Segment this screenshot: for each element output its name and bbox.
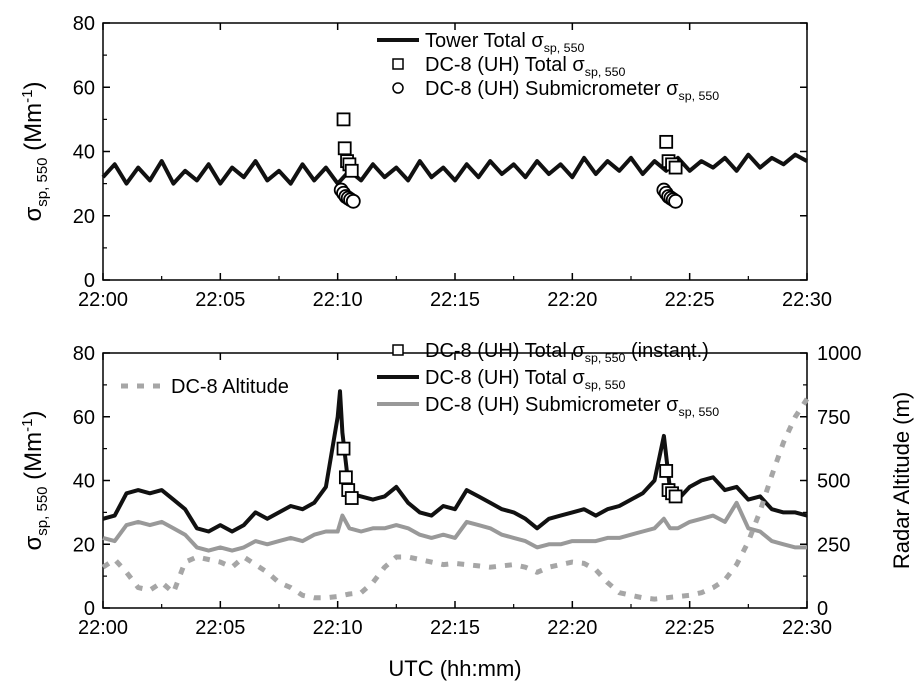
altitude-legend-label: DC-8 Altitude [171,376,289,398]
series-line-solid-black-line [101,152,808,186]
x-tick-label: 22:20 [547,289,597,311]
square-marker [659,464,674,478]
legend-entry-label: DC-8 (UH) Submicrometer σsp, 550 [425,78,719,103]
square-marker [659,134,674,149]
x-tick-label: 22:30 [782,289,832,311]
y-tick-label: 60 [73,77,95,99]
y-tick-label: 40 [73,471,95,493]
y-tick-label: 20 [73,534,95,556]
square-marker [338,470,353,485]
x-tick-label: 22:10 [313,289,363,311]
square-marker [337,141,352,156]
y2-tick-label: 750 [817,407,850,429]
square-marker [344,491,359,505]
y-axis-label: σsp, 550 (Mm-1) [19,81,51,221]
series-line-dashed-gray-line [101,397,810,602]
x-tick-label: 22:05 [195,289,245,311]
y-tick-label: 0 [84,270,95,292]
legend-entry-label: DC-8 (UH) Total σsp, 550 (instant.) [425,340,709,365]
y2-axis-label: Radar Altitude (m) [889,392,914,569]
series-line-solid-gray-line [102,500,807,553]
legend-entry-label: Tower Total σsp, 550 [425,30,584,55]
circle-marker [668,193,683,209]
y2-tick-label: 250 [817,534,850,556]
square-marker [336,112,351,127]
y-tick-label: 0 [84,598,95,620]
x-tick-label: 22:05 [195,617,245,639]
x-tick-label: 22:30 [782,617,832,639]
legend-swatch-circle [392,82,404,94]
x-tick-label: 22:00 [78,617,128,639]
legend-swatch-square [392,58,404,70]
square-marker [336,441,351,456]
y-tick-label: 80 [73,13,95,35]
square-marker [344,163,359,178]
square-marker [668,160,683,175]
y-axis-label: σsp, 550 (Mm-1) [19,410,51,550]
y2-tick-label: 0 [817,598,828,620]
x-tick-label: 22:25 [665,617,715,639]
y-tick-label: 80 [73,343,95,365]
series-line-solid-black-line [102,389,808,534]
x-tick-label: 22:20 [547,617,597,639]
legend-entry-label: DC-8 (UH) Submicrometer σsp, 550 [425,394,719,419]
x-tick-label: 22:00 [78,289,128,311]
y-tick-label: 40 [73,142,95,164]
circle-marker [345,193,361,209]
x-tick-label: 22:25 [665,289,715,311]
bottom-panel: 22:00 22:05 22:10 22:15 22:20 22:25 22:3002040… [19,340,914,681]
legend: DC-8 (UH) Total σsp, 550 (instant.)DC-8 … [377,340,719,419]
legend-entry-label: DC-8 (UH) Total σsp, 550 [425,367,626,392]
x-tick-label: 22:10 [313,617,363,639]
x-tick-label: 22:15 [430,289,480,311]
legend-entry-label: DC-8 (UH) Total σsp, 550 [425,54,626,79]
y-tick-label: 20 [73,206,95,228]
y-tick-label: 60 [73,407,95,429]
square-marker [668,489,683,504]
y2-tick-label: 1000 [817,343,862,365]
top-panel: 22:00 22:05 22:10 22:15 22:20 22:25 22:30 0 20 40… [19,13,832,311]
x-tick-label: 22:15 [430,617,480,639]
y2-tick-label: 500 [817,471,850,493]
legend-swatch-square [392,344,404,356]
x-axis-label: UTC (hh:mm) [388,656,521,681]
